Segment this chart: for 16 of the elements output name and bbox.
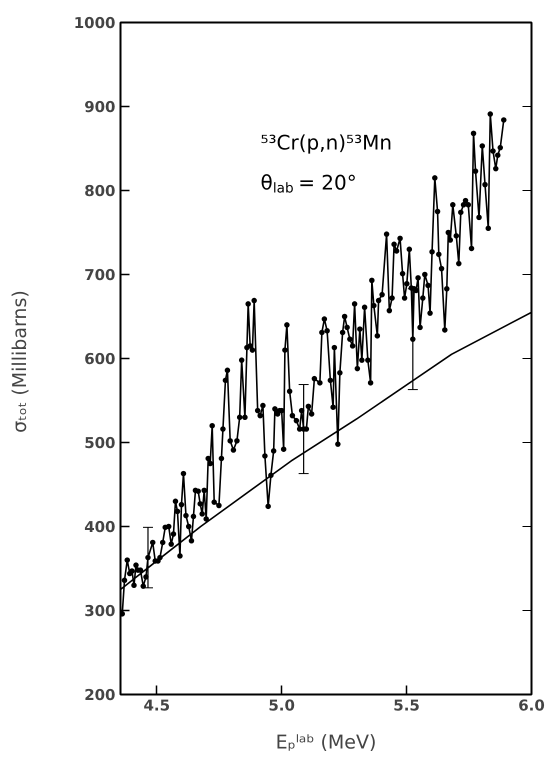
y-tick-label: 700	[84, 266, 116, 284]
y-tick-label: 600	[84, 350, 116, 368]
y-axis-title: σₜₒₜ (Millibarns)	[8, 290, 31, 433]
annotation: ⁵³Cr(p,n)⁵³Mn	[260, 130, 392, 154]
x-tick-label: 5.0	[268, 696, 295, 714]
x-tick-label: 4.5	[143, 696, 170, 714]
y-tick-label: 300	[84, 602, 116, 620]
y-tick-label: 1000	[74, 14, 116, 32]
x-tick-label: 6.0	[518, 696, 545, 714]
x-axis-title: Eₚˡᵃᵇ (MeV)	[276, 732, 376, 754]
y-tick-label: 800	[84, 182, 116, 200]
y-tick-label: 200	[84, 686, 116, 704]
x-tick-label: 5.5	[393, 696, 420, 714]
y-tick-label: 900	[84, 98, 116, 116]
y-tick-label: 500	[84, 434, 116, 452]
y-tick-label: 400	[84, 518, 116, 536]
